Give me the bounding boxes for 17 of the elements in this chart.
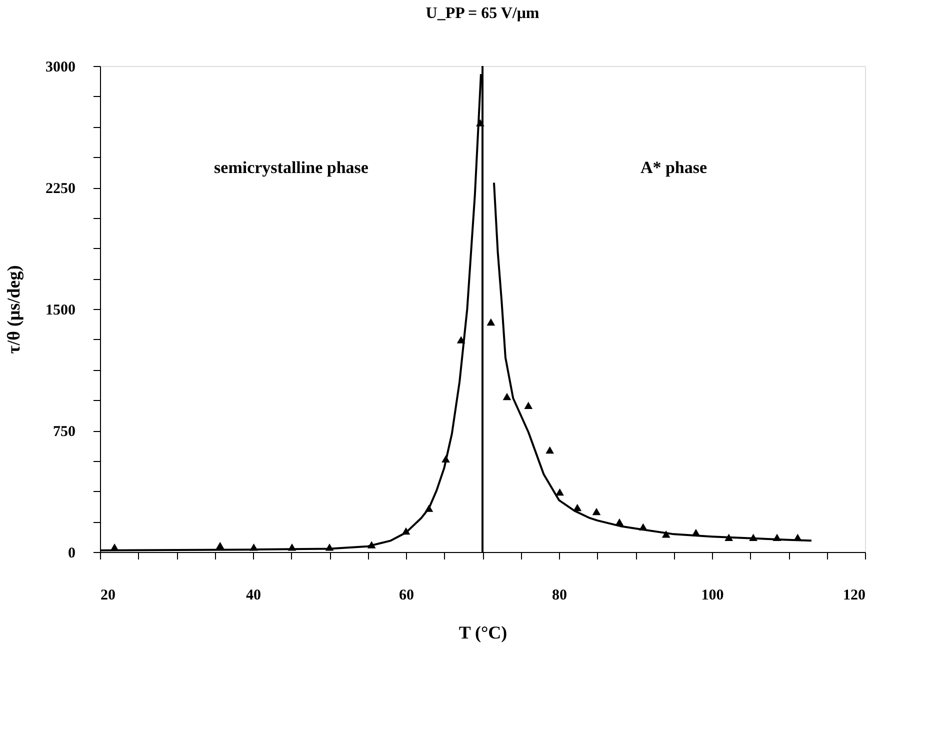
y-tick-label: 2250 (46, 181, 76, 197)
x-tick-label: 20 (100, 588, 116, 604)
y-tick-label: 750 (53, 424, 76, 440)
line-series (492, 182, 812, 542)
annotation: semicrystalline phase (214, 158, 369, 178)
x-tick-label: 100 (701, 588, 724, 604)
y-axis-title: τ/θ (μs/deg) (4, 265, 24, 354)
y-tick-label: 0 (68, 546, 76, 562)
x-tick-label: 80 (552, 588, 567, 604)
x-tick-label: 60 (399, 588, 414, 604)
x-axis-title: T (°C) (458, 622, 508, 642)
x-tick-label: 120 (843, 588, 866, 604)
y-tick-label: 3000 (46, 60, 76, 76)
x-tick-label: 40 (246, 588, 261, 604)
annotation: A* phase (640, 158, 708, 178)
chart-title: U_PP = 65 V/μm (426, 5, 540, 22)
y-tick-label: 1500 (46, 302, 76, 318)
